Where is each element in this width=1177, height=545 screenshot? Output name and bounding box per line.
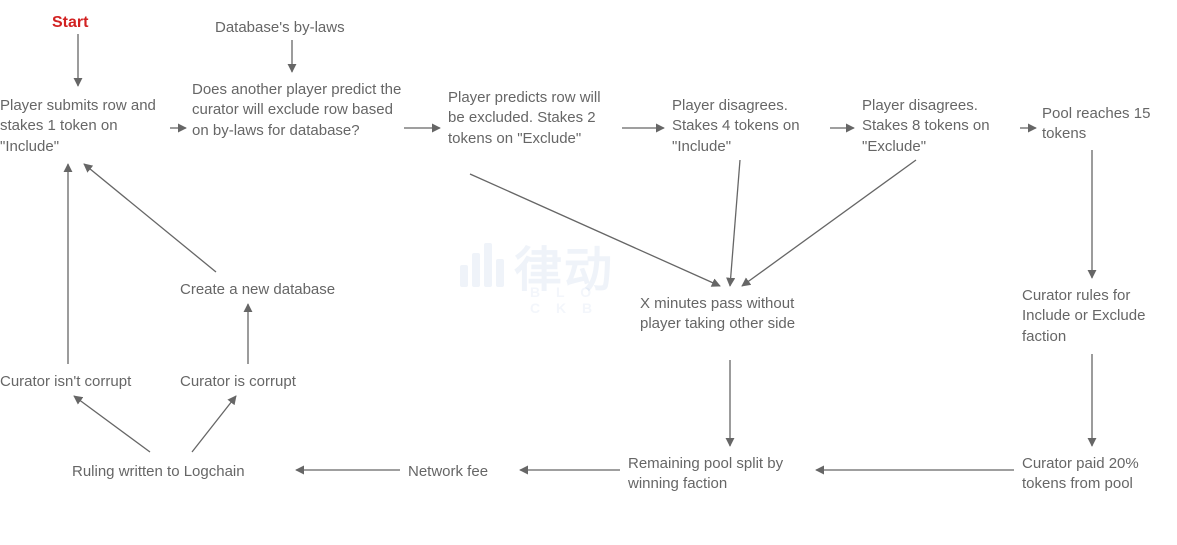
node-disagree-8: Player disagrees. Stakes 8 tokens on "Ex… xyxy=(862,96,1017,157)
node-curator-paid: Curator paid 20% tokens from pool xyxy=(1022,454,1172,495)
node-pool-15: Pool reaches 15 tokens xyxy=(1042,104,1172,145)
node-database-bylaws: Database's by-laws xyxy=(215,18,415,38)
node-x-minutes: X minutes pass without player taking oth… xyxy=(640,294,830,335)
node-ruling-logchain: Ruling written to Logchain xyxy=(72,462,292,482)
node-disagree-4: Player disagrees. Stakes 4 tokens on "In… xyxy=(672,96,827,157)
node-pool-split: Remaining pool split by winning faction xyxy=(628,454,808,495)
node-predict-question: Does another player predict the curator … xyxy=(192,80,402,141)
node-create-new-db: Create a new database xyxy=(180,280,370,300)
node-predict-exclude: Player predicts row will be excluded. St… xyxy=(448,88,618,149)
node-curator-is-corrupt: Curator is corrupt xyxy=(180,372,330,392)
node-curator-not-corrupt: Curator isn't corrupt xyxy=(0,372,160,392)
node-network-fee: Network fee xyxy=(408,462,518,482)
watermark: 律动 B L O C K B xyxy=(460,230,614,300)
node-curator-rules: Curator rules for Include or Exclude fac… xyxy=(1022,286,1172,347)
watermark-text: 律动 xyxy=(514,230,614,300)
watermark-subtext: B L O C K B xyxy=(530,284,614,316)
start-label: Start xyxy=(52,12,112,34)
node-player-submits: Player submits row and stakes 1 token on… xyxy=(0,96,165,157)
